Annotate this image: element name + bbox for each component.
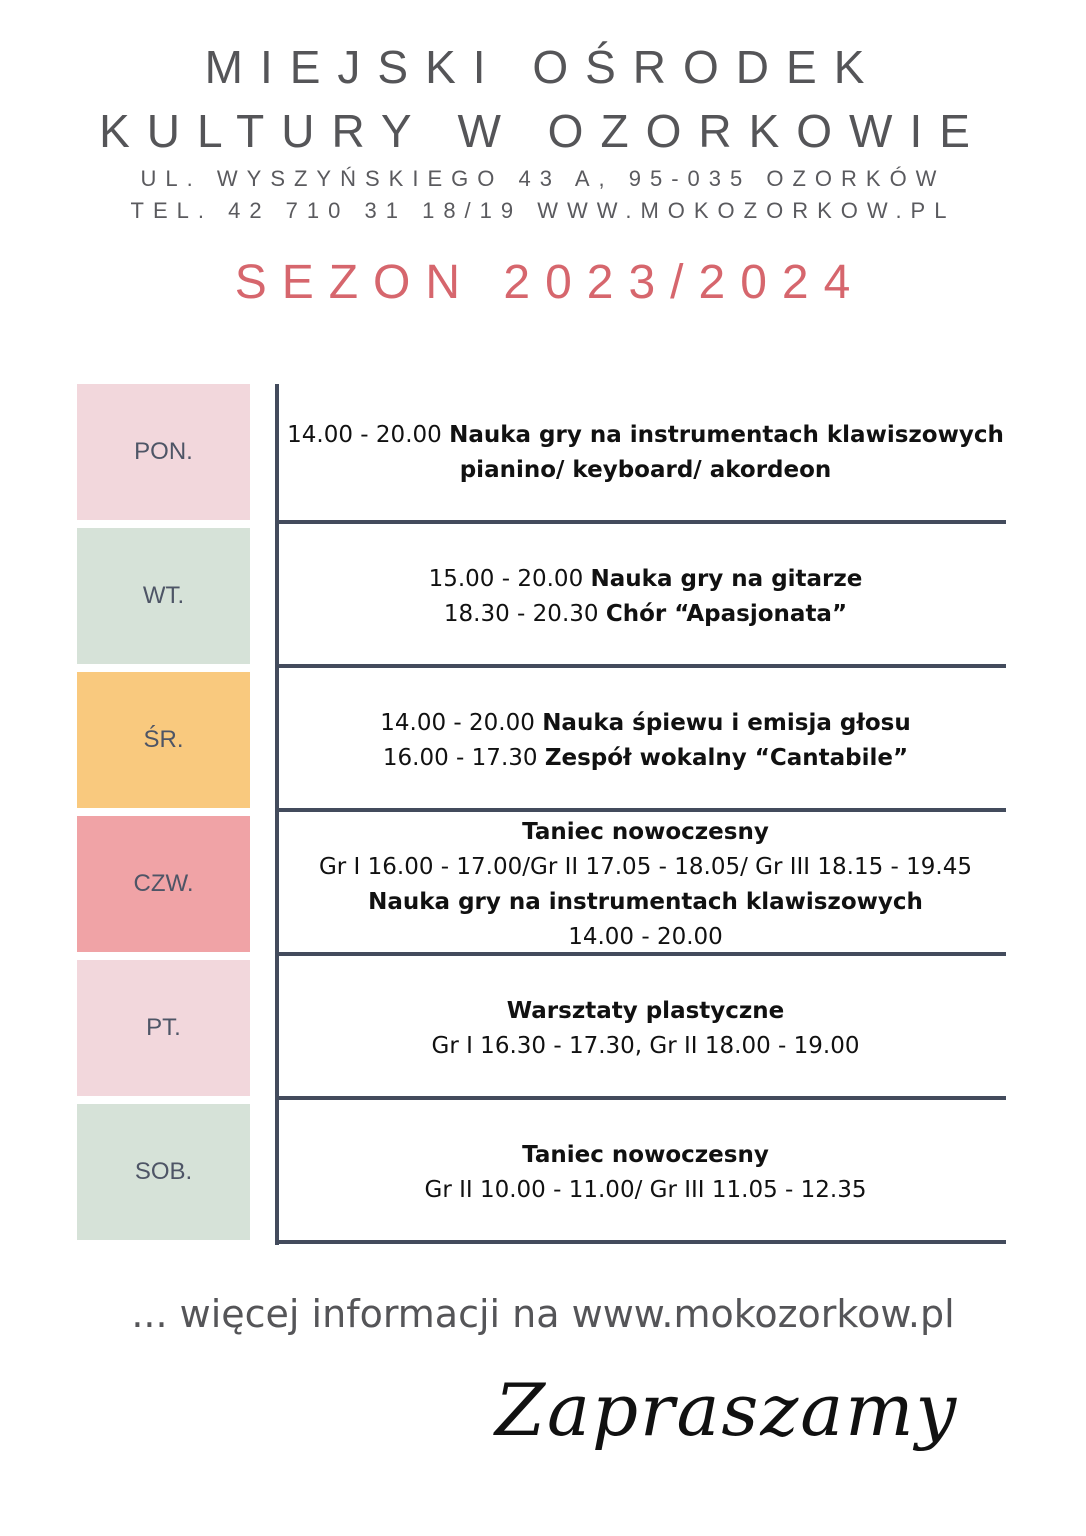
schedule-line: Taniec nowoczesny	[522, 815, 769, 850]
schedule-cell: 14.00 - 20.00 Nauka śpiewu i emisja głos…	[283, 674, 1008, 808]
activity-name: pianino/ keyboard/ akordeon	[459, 457, 832, 483]
schedule-line: Gr I 16.30 - 17.30, Gr II 18.00 - 19.00	[432, 1029, 860, 1064]
schedule-cell: Taniec nowoczesny Gr II 10.00 - 11.00/ Gr…	[283, 1106, 1008, 1240]
signature: Zapraszamy	[495, 1368, 959, 1452]
activity-name: Nauka gry na gitarze	[590, 566, 863, 592]
activity-time: Gr II 10.00 - 11.00/ Gr III 11.05 - 12.3…	[424, 1177, 867, 1203]
schedule-cell: 15.00 - 20.00 Nauka gry na gitarze 18.30 …	[283, 530, 1008, 664]
activity-name: Nauka gry na instrumentach klawiszowych	[368, 889, 923, 915]
activity-name: Taniec nowoczesny	[522, 819, 769, 845]
schedule-line: 14.00 - 20.00 Nauka gry na instrumentach…	[287, 418, 1004, 453]
activity-name: Nauka śpiewu i emisja głosu	[542, 710, 911, 736]
activity-name: Zespół wokalny “Cantabile”	[544, 745, 909, 771]
schedule-line: 16.00 - 17.30 Zespół wokalny “Cantabile”	[383, 741, 908, 776]
activity-time: Gr I 16.00 - 17.00/Gr II 17.05 - 18.05/ …	[318, 854, 973, 880]
activity-time: 16.00 - 17.30	[382, 745, 545, 771]
activity-name: Taniec nowoczesny	[522, 1142, 769, 1168]
day-label: ŚR.	[77, 672, 250, 808]
schedule-line: Gr II 10.00 - 11.00/ Gr III 11.05 - 12.3…	[425, 1173, 867, 1208]
activity-time: 15.00 - 20.00	[428, 566, 591, 592]
schedule-line: Taniec nowoczesny	[522, 1138, 769, 1173]
row-divider	[279, 808, 1006, 812]
schedule-line: 14.00 - 20.00 Nauka śpiewu i emisja głos…	[380, 706, 910, 741]
row-divider	[279, 520, 1006, 524]
schedule-line: 18.30 - 20.30 Chór “Apasjonata”	[444, 597, 847, 632]
schedule-cell: Taniec nowoczesny Gr I 16.00 - 17.00/Gr I…	[283, 818, 1008, 952]
activity-time: 18.30 - 20.30	[443, 601, 606, 627]
address: UL. WYSZYŃSKIEGO 43 A, 95-035 OZORKÓW	[140, 166, 946, 191]
schedule-cell: Warsztaty plastyczne Gr I 16.30 - 17.30, …	[283, 962, 1008, 1096]
activity-time: 14.00 - 20.00	[287, 422, 450, 448]
more-info-text: ... więcej informacji na www.mokozorkow.…	[131, 1292, 955, 1336]
day-label: WT.	[77, 528, 250, 664]
schedule-line: Gr I 16.00 - 17.00/Gr II 17.05 - 18.05/ …	[319, 850, 972, 885]
schedule-line: Warsztaty plastyczne	[507, 994, 785, 1029]
activity-time: 14.00 - 20.00	[380, 710, 543, 736]
activity-name: Nauka gry na instrumentach klawiszowych	[449, 422, 1004, 448]
row-divider	[279, 952, 1006, 956]
schedule-line: pianino/ keyboard/ akordeon	[460, 453, 832, 488]
schedule-line: 14.00 - 20.00	[568, 920, 723, 955]
schedule-cell: 14.00 - 20.00 Nauka gry na instrumentach…	[283, 386, 1008, 520]
day-label: PT.	[77, 960, 250, 1096]
row-divider	[279, 1240, 1006, 1244]
activity-time: 14.00 - 20.00	[568, 924, 723, 950]
vertical-divider	[275, 384, 279, 1245]
schedule-line: Nauka gry na instrumentach klawiszowych	[368, 885, 923, 920]
day-label: PON.	[77, 384, 250, 520]
activity-name: Warsztaty plastyczne	[506, 998, 785, 1024]
activity-time: Gr I 16.30 - 17.30, Gr II 18.00 - 19.00	[431, 1033, 860, 1059]
title-line-1: MIEJSKI OŚRODEK	[204, 41, 882, 93]
row-divider	[279, 664, 1006, 668]
activity-name: Chór “Apasjonata”	[605, 601, 848, 627]
day-label: CZW.	[77, 816, 250, 952]
day-label: SOB.	[77, 1104, 250, 1240]
contact: TEL. 42 710 31 18/19 WWW.MOKOZORKOW.PL	[130, 198, 956, 223]
title-line-2: KULTURY W OZORKOWIE	[99, 105, 987, 157]
season-title: SEZON 2023/2024	[234, 256, 866, 309]
schedule-line: 15.00 - 20.00 Nauka gry na gitarze	[429, 562, 863, 597]
row-divider	[279, 1096, 1006, 1100]
